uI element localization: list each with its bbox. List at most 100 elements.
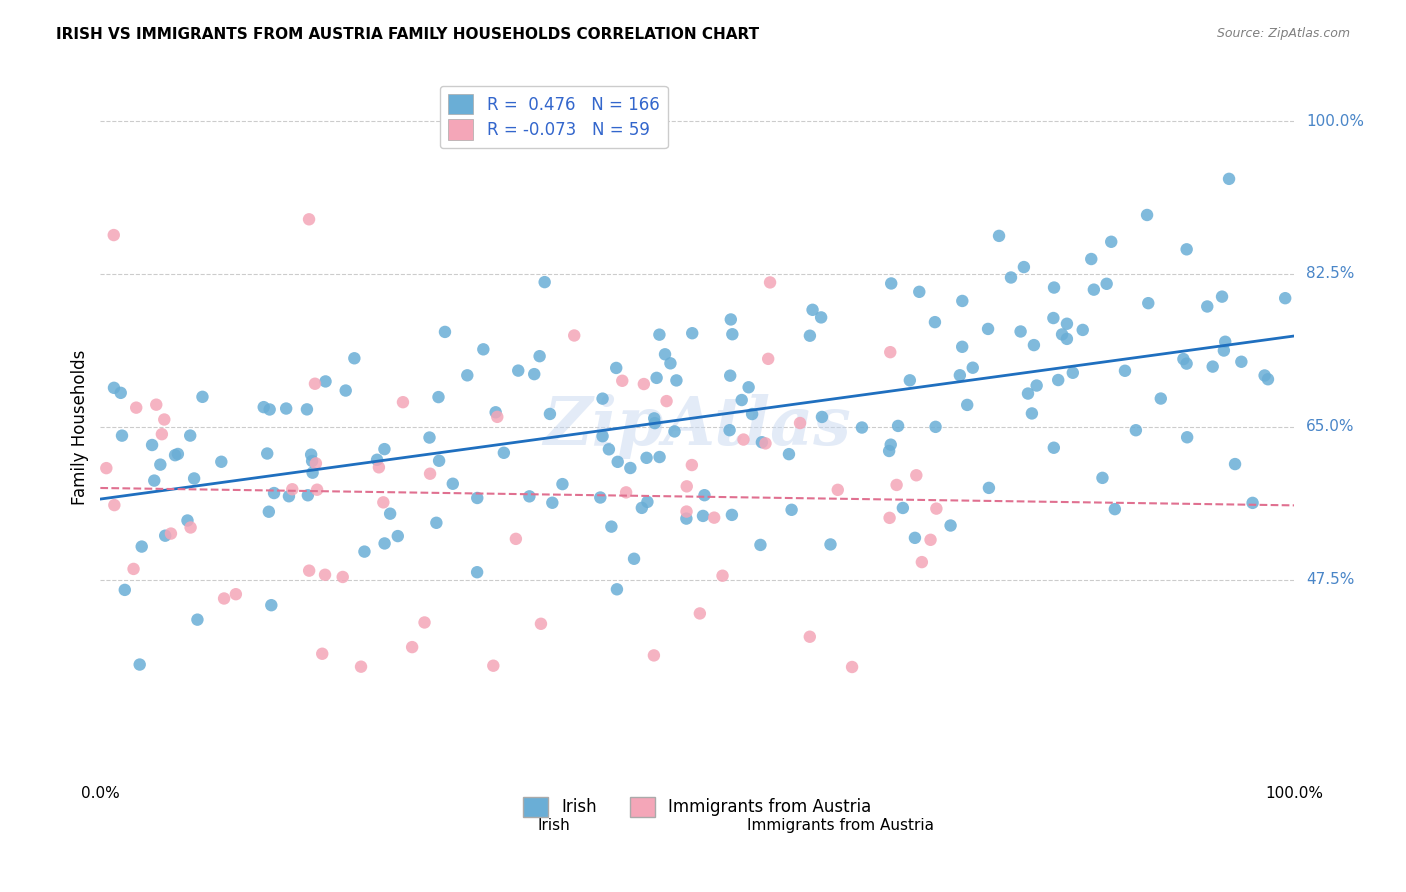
Point [692, 508, 714, 523]
Point [1022, 338, 1045, 352]
Point [904, 531, 927, 545]
Point [645, 371, 668, 385]
Point [110, 385, 132, 400]
Point [149, 458, 172, 472]
Point [962, 360, 984, 375]
Point [256, 446, 278, 460]
Point [153, 412, 176, 426]
Point [733, 433, 755, 447]
Point [754, 436, 776, 450]
Point [630, 500, 652, 515]
Point [103, 381, 125, 395]
Point [1230, 355, 1253, 369]
Point [799, 630, 821, 644]
Point [1257, 372, 1279, 386]
Point [505, 532, 527, 546]
Point [111, 428, 134, 442]
Point [353, 544, 375, 558]
Point [298, 564, 321, 578]
Text: ZipAtlas: ZipAtlas [543, 394, 851, 459]
Point [260, 598, 283, 612]
Point [1241, 496, 1264, 510]
Point [401, 640, 423, 654]
Point [789, 416, 811, 430]
Text: 47.5%: 47.5% [1306, 572, 1354, 587]
Point [165, 448, 187, 462]
Point [643, 648, 665, 663]
Point [1095, 277, 1118, 291]
Point [1017, 386, 1039, 401]
Point [939, 518, 962, 533]
Point [879, 511, 901, 525]
Point [801, 302, 824, 317]
Point [1136, 208, 1159, 222]
Point [311, 647, 333, 661]
Point [827, 483, 849, 497]
Point [485, 405, 508, 419]
Point [529, 349, 551, 363]
Point [278, 489, 301, 503]
Point [257, 505, 280, 519]
Point [427, 390, 450, 404]
Point [533, 275, 555, 289]
Point [1150, 392, 1173, 406]
Point [721, 327, 744, 342]
Point [851, 420, 873, 434]
Point [259, 402, 281, 417]
Point [1218, 172, 1240, 186]
Point [295, 402, 318, 417]
Point [425, 516, 447, 530]
Point [523, 367, 546, 381]
Point [472, 343, 495, 357]
Point [114, 582, 136, 597]
Point [305, 456, 328, 470]
Point [908, 285, 931, 299]
Point [96, 461, 118, 475]
Point [654, 347, 676, 361]
Point [413, 615, 436, 630]
Point [143, 474, 166, 488]
Point [988, 228, 1011, 243]
Text: 82.5%: 82.5% [1306, 267, 1354, 282]
Point [1091, 471, 1114, 485]
Point [1099, 235, 1122, 249]
Text: Immigrants from Austria: Immigrants from Austria [747, 818, 934, 833]
Point [841, 660, 863, 674]
Point [756, 351, 779, 366]
Point [307, 483, 329, 497]
Point [711, 568, 734, 582]
Point [879, 345, 901, 359]
Point [648, 327, 671, 342]
Point [1253, 368, 1275, 383]
Text: Irish: Irish [537, 818, 571, 833]
Point [1104, 502, 1126, 516]
Point [1043, 280, 1066, 294]
Text: Source: ZipAtlas.com: Source: ZipAtlas.com [1216, 27, 1350, 40]
Point [1062, 366, 1084, 380]
Point [659, 356, 682, 370]
Point [880, 277, 903, 291]
Point [780, 503, 803, 517]
Point [749, 538, 772, 552]
Point [492, 446, 515, 460]
Point [950, 293, 973, 308]
Point [427, 454, 450, 468]
Point [675, 479, 697, 493]
Point [538, 407, 561, 421]
Point [456, 368, 478, 383]
Point [301, 466, 323, 480]
Point [920, 533, 942, 547]
Point [125, 401, 148, 415]
Point [1012, 260, 1035, 274]
Point [212, 591, 235, 606]
Point [681, 326, 703, 341]
Point [1274, 291, 1296, 305]
Point [314, 567, 336, 582]
Point [530, 616, 553, 631]
Point [1056, 317, 1078, 331]
Point [891, 500, 914, 515]
Point [949, 368, 972, 383]
Point [350, 659, 373, 673]
Point [689, 607, 711, 621]
Point [605, 360, 627, 375]
